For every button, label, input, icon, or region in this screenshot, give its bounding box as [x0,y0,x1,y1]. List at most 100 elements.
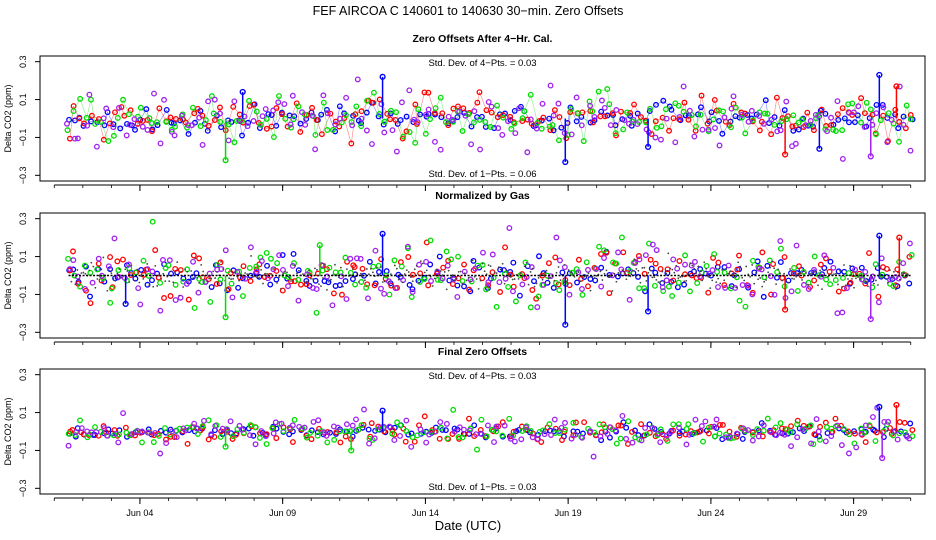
data-point [896,118,903,125]
data-point [907,147,914,154]
data-point [804,109,811,116]
data-point [643,431,650,438]
data-point [289,439,296,445]
data-point [535,293,542,300]
data-point [351,264,358,270]
reference-point [896,271,899,274]
data-point [590,119,597,126]
reference-point [641,267,644,269]
data-point [105,263,112,270]
reference-point [733,275,736,278]
data-point [777,420,784,427]
reference-point [421,262,424,265]
data-point [895,275,902,282]
series-line-segment [403,131,410,137]
data-point [363,127,370,134]
series-line-segment [581,116,591,123]
data-point [224,426,231,433]
data-point [319,267,326,274]
data-point [450,406,457,413]
reference-point [419,260,422,263]
reference-point [523,265,526,268]
data-point [788,423,794,430]
reference-point [312,278,314,280]
data-point [711,423,718,430]
data-point [196,255,203,262]
series-line-segment [786,115,794,120]
data-point [907,420,914,427]
data-point [540,281,547,288]
data-point [474,99,481,106]
data-point [273,276,280,283]
data-point [828,114,835,121]
data-point [347,269,354,276]
reference-point [603,272,606,275]
reference-point [455,277,458,280]
data-point [529,434,536,441]
series-line-segment [663,100,670,107]
data-point [427,237,434,244]
series-line-segment [351,114,356,144]
reference-point [296,272,298,275]
series-line-segment [120,123,128,129]
reference-point [274,266,276,269]
data-point [748,107,755,114]
data-point [604,431,611,437]
reference-point [669,267,672,270]
reference-point [184,268,187,271]
reference-point [306,280,308,283]
data-point [152,247,159,254]
data-point [881,419,888,425]
reference-point [298,269,300,272]
reference-point [611,289,614,292]
reference-point [112,277,115,280]
series-line-segment [479,119,486,123]
data-point [462,112,469,119]
data-point [573,419,579,426]
reference-point [138,281,141,284]
data-point [343,421,350,428]
data-point [478,431,485,438]
data-point [488,103,495,110]
data-point [754,426,761,433]
reference-point [663,281,666,283]
data-point [647,105,653,112]
data-point [268,255,274,262]
data-point [506,415,513,422]
data-point [638,421,645,428]
data-point [872,438,879,444]
data-point [460,426,467,433]
data-point [666,127,672,134]
data-point [408,443,415,450]
data-point [522,259,529,266]
data-point [218,124,225,131]
reference-point [316,268,318,271]
data-point [841,285,847,292]
data-point [432,428,439,435]
reference-point [216,271,219,273]
data-point [120,96,127,103]
spike-point [644,143,652,151]
data-point [767,428,773,435]
data-point [516,105,523,112]
data-point [120,410,127,417]
reference-point [599,270,602,273]
data-point [273,435,280,442]
data-point [89,279,96,286]
data-point [324,439,331,446]
data-point [676,114,683,120]
data-point [320,92,327,99]
data-point [354,76,361,83]
data-point [749,429,756,436]
data-point [545,260,552,267]
reference-point [519,272,522,274]
data-point [343,428,350,435]
reference-point [783,272,785,275]
data-point [262,106,269,113]
data-point [195,289,202,296]
data-point [841,115,848,122]
series-line-segment [234,120,237,143]
data-point [598,283,605,290]
data-point [756,109,763,116]
data-point [826,268,833,275]
